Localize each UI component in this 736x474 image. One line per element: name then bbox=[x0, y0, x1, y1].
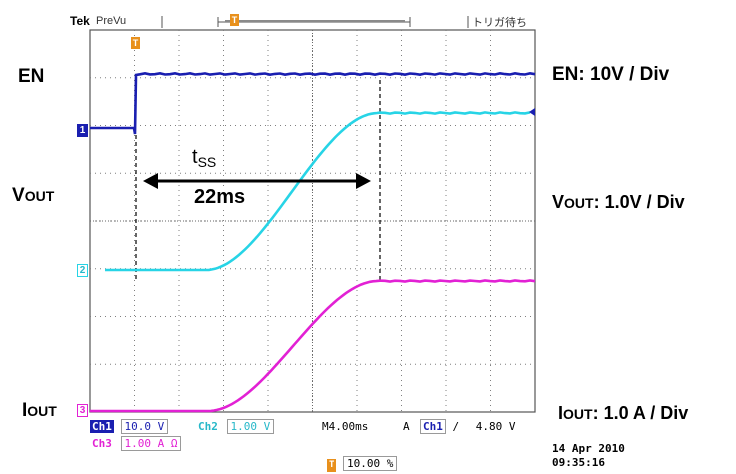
tss-label-main: t bbox=[192, 146, 198, 168]
ch1-en-waveform bbox=[90, 71, 536, 135]
trigger-level: 4.80 V bbox=[475, 420, 516, 433]
graticule-grid bbox=[90, 30, 535, 412]
tss-arrow bbox=[143, 173, 371, 189]
trigger-source: Ch1 bbox=[420, 419, 446, 434]
ch2-tag: Ch2 bbox=[198, 420, 218, 433]
iout-label-sub: OUT bbox=[27, 403, 57, 419]
date-readout: 14 Apr 2010 bbox=[552, 442, 625, 455]
trigger-time-icon: T bbox=[131, 37, 140, 49]
acquisition-mode: A bbox=[403, 420, 410, 433]
trigger-position-readout[interactable]: T 10.00 % bbox=[327, 456, 398, 472]
ch2-scale: 1.00 V bbox=[226, 419, 275, 434]
tss-label-sub: SS bbox=[197, 154, 217, 170]
vout-scale-main: V bbox=[552, 192, 565, 212]
vout-label-sub: OUT bbox=[24, 188, 55, 204]
trigger-readout[interactable]: Ch1 ∕ 4.80 V bbox=[420, 419, 516, 434]
time-readout: 09:35:16 bbox=[552, 456, 605, 469]
ch2-ground-marker[interactable]: 2 bbox=[77, 264, 88, 277]
trigger-status: トリガ待ち bbox=[472, 17, 527, 29]
iout-label: IOUT bbox=[22, 400, 57, 422]
vout-scale-sub: OUT bbox=[564, 195, 594, 211]
scope-mode: PreVu bbox=[96, 15, 127, 27]
ch2-readout[interactable]: Ch2 1.00 V bbox=[196, 419, 275, 434]
ch3-scale: 1.00 A Ω bbox=[120, 436, 182, 451]
ch3-tag: Ch3 bbox=[92, 437, 112, 450]
iout-scale-main: I bbox=[558, 403, 564, 423]
iout-label-main: I bbox=[22, 400, 28, 421]
en-scale-label: EN: 10V / Div bbox=[552, 64, 670, 85]
en-label: EN bbox=[18, 66, 45, 87]
vout-label: VOUT bbox=[12, 185, 54, 207]
iout-scale-rest: : 1.0 A / Div bbox=[592, 403, 689, 423]
vout-scale-rest: : 1.0V / Div bbox=[593, 192, 685, 212]
trigger-position-icon-small: T bbox=[327, 459, 337, 472]
ch1-readout[interactable]: Ch1 10.0 V bbox=[90, 419, 169, 434]
ch3-ground-marker[interactable]: 3 bbox=[77, 404, 88, 417]
timebase-readout[interactable]: M4.00ms bbox=[322, 420, 369, 433]
trigger-position-icon: T bbox=[230, 14, 239, 26]
ch2-vout-waveform bbox=[105, 111, 531, 272]
vout-label-main: V bbox=[12, 185, 25, 206]
trigger-position-value: 10.00 % bbox=[343, 456, 398, 471]
ch3-iout-waveform bbox=[90, 279, 536, 413]
tss-duration: 22ms bbox=[190, 186, 250, 209]
record-length-bar bbox=[161, 16, 469, 28]
tss-label: tSS bbox=[188, 146, 221, 170]
vout-scale-label: VOUT: 1.0V / Div bbox=[552, 192, 685, 213]
ch1-scale: 10.0 V bbox=[120, 419, 169, 434]
ch1-tag: Ch1 bbox=[90, 420, 114, 433]
ch2-level-arrow-icon bbox=[529, 108, 535, 116]
iout-scale-sub: OUT bbox=[563, 406, 593, 422]
ch1-ground-marker[interactable]: 1 bbox=[77, 124, 88, 137]
trigger-slope-icon: ∕ bbox=[452, 420, 460, 433]
scope-brand: Tek bbox=[70, 14, 90, 28]
iout-scale-label: IOUT: 1.0 A / Div bbox=[558, 403, 688, 424]
ch3-readout[interactable]: Ch3 1.00 A Ω bbox=[90, 436, 182, 451]
